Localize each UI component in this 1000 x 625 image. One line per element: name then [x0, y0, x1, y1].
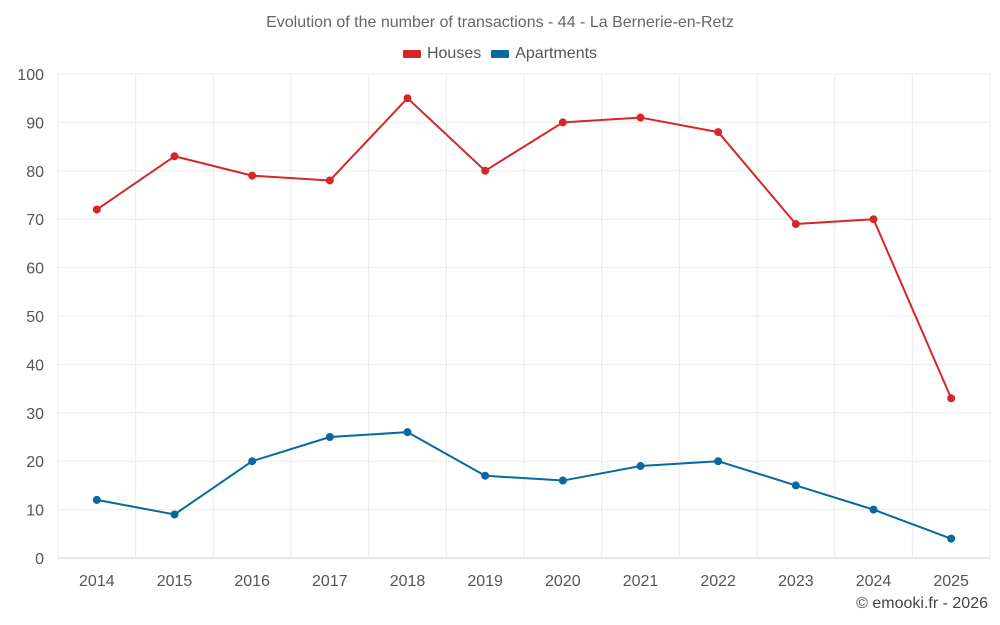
data-point-apartments — [248, 457, 257, 466]
y-tick-label: 50 — [26, 309, 44, 326]
legend-item-houses[interactable]: Houses — [402, 45, 482, 63]
x-tick-label: 2014 — [79, 573, 115, 590]
credit-text: © emooki.fr - 2026 — [856, 595, 988, 612]
data-point-apartments — [636, 462, 645, 471]
legend-label-apartments: Apartments — [515, 45, 598, 62]
data-point-apartments — [869, 505, 878, 514]
data-point-houses — [869, 215, 878, 224]
legend-swatch-apartments — [491, 50, 510, 58]
data-point-houses — [325, 176, 334, 185]
data-point-apartments — [947, 534, 956, 543]
data-point-apartments — [325, 433, 334, 441]
data-point-houses — [558, 118, 567, 127]
data-point-houses — [791, 220, 800, 229]
y-tick-label: 70 — [26, 212, 44, 229]
series-line-apartments — [96, 431, 952, 540]
x-tick-label: 2023 — [778, 573, 814, 590]
data-point-apartments — [558, 476, 567, 485]
legend-swatch-houses — [402, 50, 421, 58]
x-tick-label: 2022 — [700, 573, 736, 590]
x-tick-label: 2025 — [933, 573, 969, 590]
data-point-apartments — [403, 428, 412, 437]
data-point-houses — [481, 166, 490, 175]
data-point-houses — [170, 152, 179, 161]
data-point-houses — [403, 94, 412, 103]
y-tick-label: 0 — [35, 551, 44, 568]
series-line-houses — [96, 97, 953, 399]
data-point-houses — [947, 394, 956, 403]
x-tick-label: 2019 — [467, 573, 503, 590]
y-tick-label: 90 — [26, 115, 44, 132]
x-tick-label: 2016 — [234, 573, 270, 590]
y-tick-label: 20 — [26, 454, 44, 471]
y-tick-label: 60 — [26, 261, 44, 278]
data-point-houses — [248, 171, 257, 180]
x-tick-label: 2018 — [390, 573, 426, 590]
x-tick-label: 2024 — [856, 573, 892, 590]
data-point-apartments — [92, 495, 101, 504]
x-tick-label: 2021 — [623, 573, 659, 590]
x-tick-label: 2015 — [157, 573, 193, 590]
legend-label-houses: Houses — [426, 45, 482, 62]
data-point-apartments — [481, 471, 490, 480]
y-tick-label: 30 — [26, 406, 44, 423]
y-tick-label: 100 — [17, 67, 44, 84]
data-point-houses — [636, 113, 645, 122]
y-tick-label: 40 — [26, 357, 44, 374]
data-point-apartments — [714, 457, 723, 466]
y-tick-label: 10 — [26, 503, 44, 520]
data-point-houses — [714, 128, 723, 137]
x-tick-label: 2020 — [545, 573, 581, 590]
x-tick-label: 2017 — [312, 573, 348, 590]
legend-item-apartments[interactable]: Apartments — [491, 45, 597, 63]
data-point-apartments — [791, 481, 800, 490]
legend: Houses Apartments — [0, 45, 1000, 63]
y-tick-label: 80 — [26, 164, 44, 181]
data-point-apartments — [170, 510, 179, 519]
chart-title: Evolution of the number of transactions … — [266, 14, 734, 31]
data-point-houses — [92, 205, 101, 214]
